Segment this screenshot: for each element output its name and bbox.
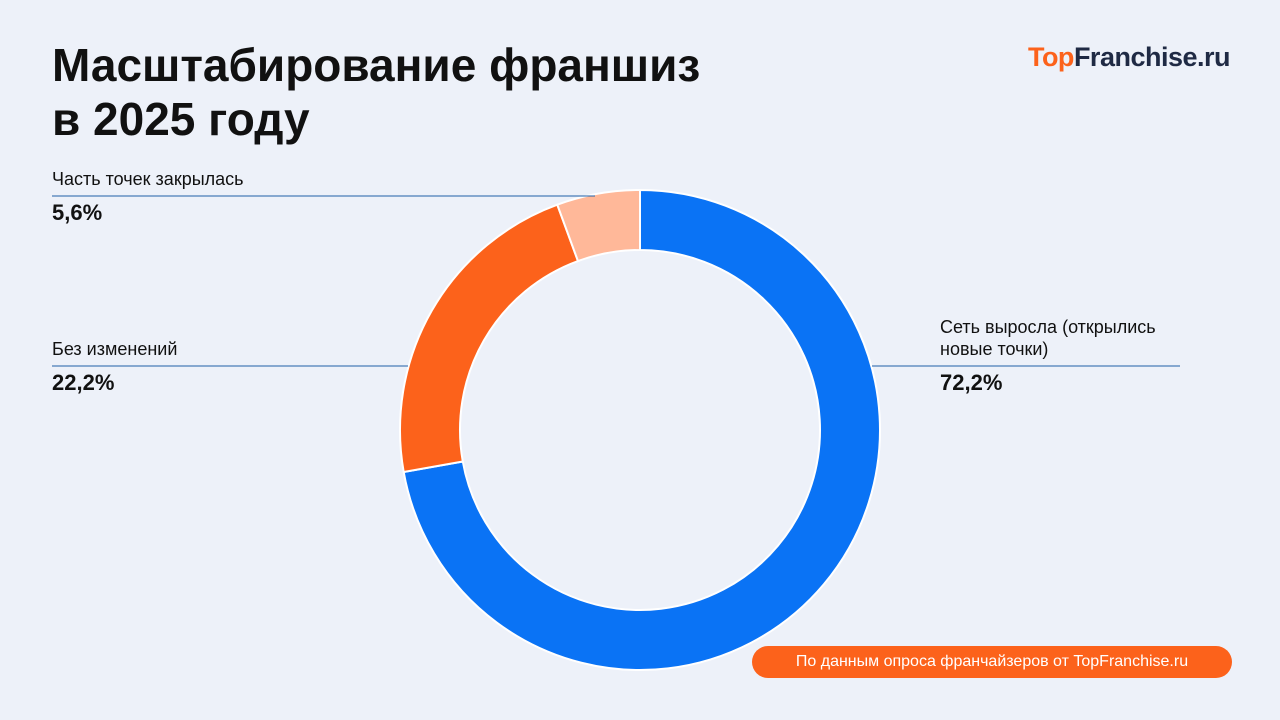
chart-title: Масштабирование франшиз в 2025 году — [52, 38, 700, 146]
value-label: 5,6% — [52, 200, 103, 225]
slice — [399, 203, 580, 474]
slice — [556, 188, 641, 263]
value-label: 72,2% — [940, 370, 1003, 395]
logo-prefix: Top — [1027, 42, 1074, 72]
value-label: 22,2% — [52, 370, 115, 395]
logo-name: Franchise.ru — [1073, 42, 1231, 72]
category-label: Сеть выросла (открылись новые точки) — [940, 317, 1156, 359]
title-line: в 2025 году — [52, 93, 310, 145]
category-label: Часть точек закрылась — [52, 169, 244, 189]
title-line: Масштабирование франшиз — [52, 39, 701, 91]
source-note: По данным опроса франчайзеров от TopFran… — [752, 646, 1232, 678]
logo: TopFranchise.ru — [1027, 42, 1231, 73]
slice — [402, 188, 881, 671]
category-label: Без изменений — [52, 339, 178, 359]
